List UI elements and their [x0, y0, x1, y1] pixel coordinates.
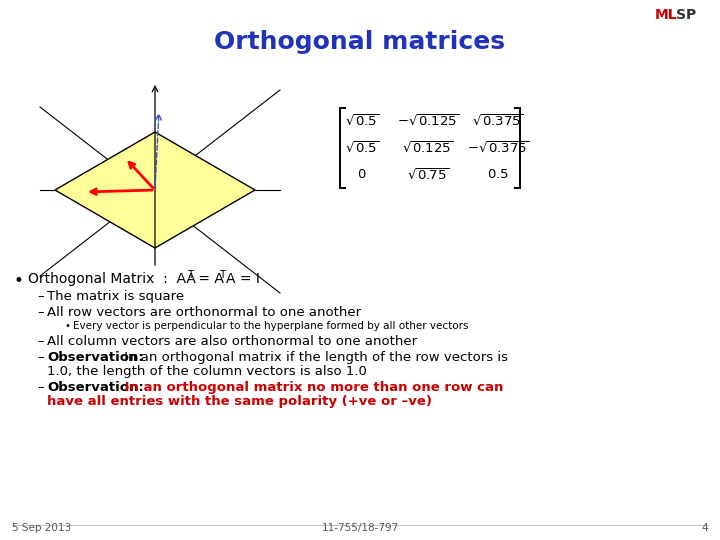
- Text: •: •: [65, 321, 71, 331]
- Text: $\sqrt{0.375}$: $\sqrt{0.375}$: [472, 113, 524, 129]
- Text: $\sqrt{0.75}$: $\sqrt{0.75}$: [407, 167, 449, 183]
- Text: Orthogonal Matrix  :  AA: Orthogonal Matrix : AA: [28, 272, 196, 286]
- Text: –: –: [37, 335, 44, 348]
- Polygon shape: [55, 132, 255, 248]
- Text: $0$: $0$: [357, 168, 366, 181]
- Text: –: –: [37, 306, 44, 319]
- Text: = A: = A: [194, 272, 224, 286]
- Text: Observation:: Observation:: [47, 381, 144, 394]
- Text: $\sqrt{0.5}$: $\sqrt{0.5}$: [345, 113, 379, 129]
- Text: $-\sqrt{0.375}$: $-\sqrt{0.375}$: [467, 140, 529, 156]
- Text: Orthogonal matrices: Orthogonal matrices: [215, 30, 505, 54]
- Text: –: –: [37, 381, 44, 394]
- Text: A = I: A = I: [226, 272, 260, 286]
- Text: All row vectors are orthonormal to one another: All row vectors are orthonormal to one a…: [47, 306, 361, 319]
- Text: ML: ML: [655, 8, 678, 22]
- Text: –: –: [37, 290, 44, 303]
- Text: $-\sqrt{0.125}$: $-\sqrt{0.125}$: [397, 113, 459, 129]
- Text: 1.0, the length of the column vectors is also 1.0: 1.0, the length of the column vectors is…: [47, 365, 367, 378]
- Text: •: •: [13, 272, 23, 290]
- Text: Observation:: Observation:: [47, 351, 144, 364]
- Text: 5 Sep 2013: 5 Sep 2013: [12, 523, 71, 533]
- Text: 4: 4: [701, 523, 708, 533]
- Text: have all entries with the same polarity (+ve or –ve): have all entries with the same polarity …: [47, 395, 432, 408]
- Text: T: T: [219, 270, 225, 280]
- Text: T: T: [187, 270, 193, 280]
- Text: In an orthogonal matrix if the length of the row vectors is: In an orthogonal matrix if the length of…: [120, 351, 508, 364]
- Text: $0.5$: $0.5$: [487, 168, 509, 181]
- Text: $\sqrt{0.125}$: $\sqrt{0.125}$: [402, 140, 454, 156]
- Text: SP: SP: [676, 8, 696, 22]
- Text: The matrix is square: The matrix is square: [47, 290, 184, 303]
- Text: –: –: [37, 351, 44, 364]
- Text: In an orthogonal matrix no more than one row can: In an orthogonal matrix no more than one…: [120, 381, 503, 394]
- Text: Every vector is perpendicular to the hyperplane formed by all other vectors: Every vector is perpendicular to the hyp…: [73, 321, 469, 331]
- Text: $\sqrt{0.5}$: $\sqrt{0.5}$: [345, 140, 379, 156]
- Text: All column vectors are also orthonormal to one another: All column vectors are also orthonormal …: [47, 335, 417, 348]
- Text: 11-755/18-797: 11-755/18-797: [321, 523, 399, 533]
